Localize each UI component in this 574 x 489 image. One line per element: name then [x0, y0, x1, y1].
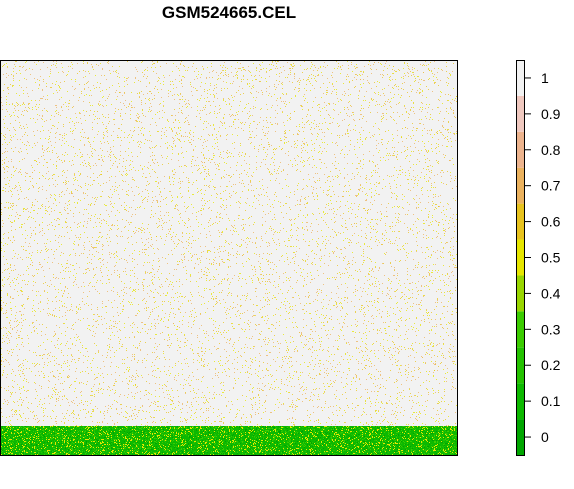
band-speckle-layer [0, 426, 458, 456]
colorbar-tick-label: 0.3 [541, 321, 561, 337]
heatmap-band-speckles [0, 426, 458, 456]
colorbar-segment [516, 347, 525, 384]
colorbar-segment [516, 95, 525, 132]
colorbar-tick-label: 0.7 [541, 178, 561, 194]
colorbar-tick-label: 0 [541, 429, 549, 445]
band-speckle-layer [0, 426, 458, 456]
heatmap-plot [0, 60, 458, 456]
colorbar-segment [516, 311, 525, 348]
colorbar-ticks: 0 0.1 0.2 0.3 0.4 0.5 0.6 0.7 0.8 0.9 1 [525, 70, 561, 445]
colorbar-tick-label: 0.9 [541, 106, 561, 122]
colorbar-segment [516, 60, 525, 96]
colorbar-tick-label: 0.1 [541, 393, 561, 409]
heatmap-speckle-layer [0, 60, 458, 426]
colorbar-segment [516, 275, 525, 312]
colorbar-tick-label: 0.8 [541, 142, 561, 158]
colorbar-segment [516, 131, 525, 168]
colorbar-segment [516, 203, 525, 240]
colorbar-segment [516, 167, 525, 204]
colorbar-tick-label: 0.4 [541, 285, 561, 301]
colorbar-tick-label: 0.2 [541, 357, 561, 373]
heatmap-background [0, 60, 458, 456]
colorbar-frame [516, 60, 525, 456]
colorbar-segment [516, 383, 525, 420]
colorbar-segments [516, 60, 525, 455]
colorbar-segment [516, 419, 525, 455]
chart-title: GSM524665.CEL [161, 3, 297, 22]
colorbar-tick-label: 0.6 [541, 214, 561, 230]
colorbar-tick-label: 0.5 [541, 250, 561, 266]
heatmap-speckles [0, 60, 458, 426]
colorbar-segment [516, 239, 525, 276]
colorbar-tick-label: 1 [541, 70, 549, 86]
plot-frame [0, 60, 458, 456]
